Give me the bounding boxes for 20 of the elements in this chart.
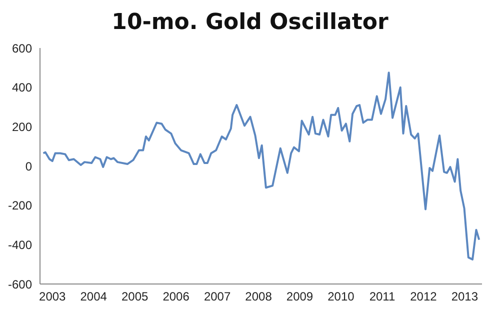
chart-title: 10-mo. Gold Oscillator [110, 9, 390, 37]
x-tick-label: 2011 [369, 290, 396, 304]
line-series [42, 72, 480, 260]
x-tick-label: 2009 [286, 290, 314, 304]
y-tick-label: -400 [8, 238, 32, 252]
y-tick-label: 0 [25, 159, 32, 174]
x-tick-label: 2004 [80, 290, 108, 304]
y-tick-label: -600 [8, 277, 32, 292]
x-tick-label: 2006 [162, 290, 190, 304]
x-tick-label: 2010 [328, 290, 355, 304]
y-tick-label: 600 [12, 41, 32, 56]
x-tick-label: 2013 [451, 290, 478, 304]
x-tick-label: 2005 [121, 290, 148, 304]
x-tick-label: 2003 [39, 290, 66, 304]
y-tick-label: 400 [12, 80, 32, 95]
x-tick-label: 2008 [245, 290, 272, 304]
y-tick-label: -200 [8, 198, 32, 213]
x-tick-label: 2012 [410, 290, 438, 304]
y-tick-label: 200 [12, 120, 32, 134]
x-tick-label: 2007 [204, 290, 231, 304]
